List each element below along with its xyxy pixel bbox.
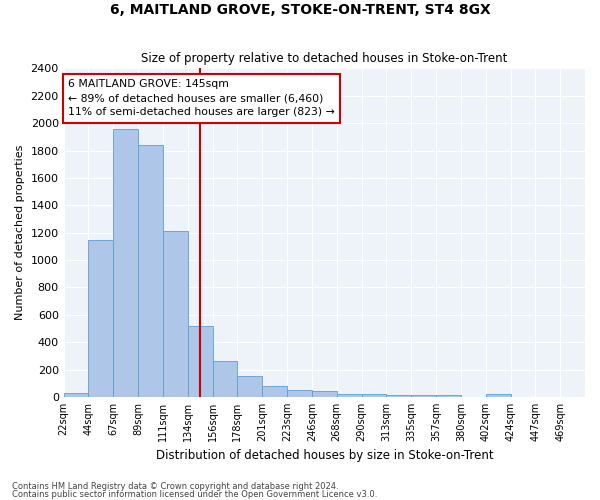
Bar	[485, 394, 511, 397]
Bar	[337, 394, 362, 397]
Bar	[88, 240, 113, 397]
Text: 6, MAITLAND GROVE, STOKE-ON-TRENT, ST4 8GX: 6, MAITLAND GROVE, STOKE-ON-TRENT, ST4 8…	[110, 2, 490, 16]
Bar	[138, 145, 163, 397]
Bar	[163, 230, 188, 397]
Bar	[411, 395, 436, 397]
Bar	[212, 360, 238, 397]
Bar	[238, 376, 262, 397]
Bar	[287, 390, 312, 397]
Y-axis label: Number of detached properties: Number of detached properties	[15, 145, 25, 320]
Bar	[386, 395, 411, 397]
Bar	[436, 395, 461, 397]
Text: Contains public sector information licensed under the Open Government Licence v3: Contains public sector information licen…	[12, 490, 377, 499]
Bar	[188, 326, 212, 397]
Text: Contains HM Land Registry data © Crown copyright and database right 2024.: Contains HM Land Registry data © Crown c…	[12, 482, 338, 491]
Bar	[362, 394, 386, 397]
Bar	[312, 391, 337, 397]
Title: Size of property relative to detached houses in Stoke-on-Trent: Size of property relative to detached ho…	[141, 52, 508, 64]
Bar	[64, 393, 88, 397]
Bar	[262, 386, 287, 397]
Bar	[113, 128, 138, 397]
Text: 6 MAITLAND GROVE: 145sqm
← 89% of detached houses are smaller (6,460)
11% of sem: 6 MAITLAND GROVE: 145sqm ← 89% of detach…	[68, 80, 335, 118]
X-axis label: Distribution of detached houses by size in Stoke-on-Trent: Distribution of detached houses by size …	[155, 450, 493, 462]
